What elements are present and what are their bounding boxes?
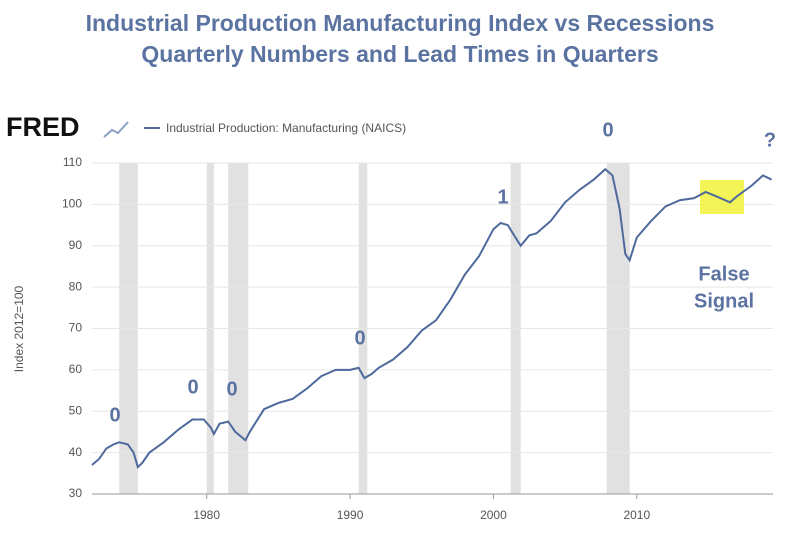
y-axis-label: Index 2012=100 — [12, 285, 26, 372]
annotation: 0 — [226, 378, 237, 400]
data-line — [91, 167, 772, 469]
y-tick-label: 80 — [69, 279, 83, 293]
y-tick-label: 90 — [69, 238, 83, 252]
annotation: Signal — [694, 290, 754, 312]
x-tick-label: 1990 — [337, 508, 364, 522]
annotation: 0 — [109, 404, 120, 426]
logo-icon — [103, 121, 129, 138]
y-tick-label: 100 — [62, 197, 82, 211]
legend-label: Industrial Production: Manufacturing (NA… — [166, 121, 406, 135]
logo: FRED — [6, 112, 80, 142]
y-tick-label: 110 — [63, 155, 82, 169]
x-tick-label: 2010 — [623, 508, 650, 522]
chart-title: Industrial Production Manufacturing Inde… — [86, 10, 715, 36]
x-tick-label: 2000 — [480, 508, 507, 522]
x-tick-label: 1980 — [193, 508, 220, 522]
annotation: 0 — [602, 119, 613, 141]
annotation: 0 — [187, 376, 198, 398]
annotation: 0 — [354, 327, 365, 349]
annotation: ? — [764, 129, 776, 151]
annotation: False — [698, 263, 749, 285]
y-tick-label: 40 — [69, 445, 83, 459]
y-tick-label: 30 — [69, 486, 83, 500]
y-tick-label: 70 — [69, 321, 83, 335]
chart-subtitle: Quarterly Numbers and Lead Times in Quar… — [141, 41, 658, 67]
y-tick-label: 50 — [69, 403, 83, 417]
annotation: 1 — [497, 186, 508, 208]
y-tick-label: 60 — [69, 362, 83, 376]
